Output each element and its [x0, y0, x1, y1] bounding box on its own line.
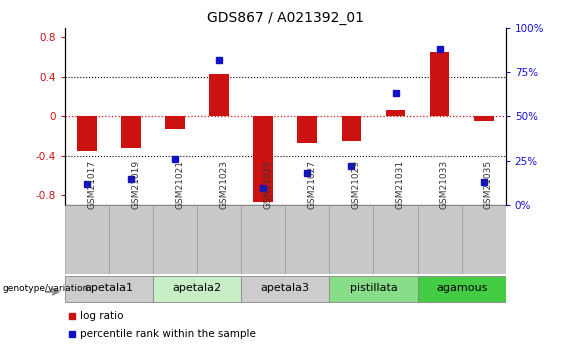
Bar	[165, 116, 185, 129]
Text: GSM21031: GSM21031	[396, 160, 405, 209]
Text: GSM21021: GSM21021	[175, 160, 184, 209]
Bar	[418, 205, 462, 274]
Text: GSM21019: GSM21019	[131, 160, 140, 209]
Bar	[197, 205, 241, 274]
Bar	[65, 276, 153, 302]
Bar	[153, 276, 241, 302]
Text: apetala3: apetala3	[261, 283, 310, 293]
Bar	[385, 109, 406, 116]
Bar	[209, 74, 229, 116]
Text: GSM21027: GSM21027	[307, 160, 316, 209]
Bar	[341, 116, 362, 141]
Bar	[65, 205, 109, 274]
Bar	[285, 205, 329, 274]
Bar	[153, 205, 197, 274]
Bar	[241, 205, 285, 274]
Text: GSM21035: GSM21035	[484, 160, 493, 209]
Bar	[429, 52, 450, 116]
Text: pistillata: pistillata	[350, 283, 397, 293]
Text: log ratio: log ratio	[80, 311, 124, 321]
Bar	[77, 116, 97, 151]
Bar	[241, 276, 329, 302]
Text: GSM21023: GSM21023	[219, 160, 228, 209]
Bar	[418, 276, 506, 302]
Text: apetala1: apetala1	[85, 283, 133, 293]
Text: GSM21029: GSM21029	[351, 160, 360, 209]
Text: GSM21033: GSM21033	[440, 160, 449, 209]
Text: apetala2: apetala2	[173, 283, 221, 293]
Bar	[253, 116, 273, 202]
Text: percentile rank within the sample: percentile rank within the sample	[80, 329, 257, 339]
Bar	[473, 116, 494, 121]
Bar	[462, 205, 506, 274]
Bar	[109, 205, 153, 274]
Bar	[373, 205, 418, 274]
Text: agamous: agamous	[436, 283, 487, 293]
Text: GSM21017: GSM21017	[87, 160, 96, 209]
Bar	[329, 205, 373, 274]
Bar	[329, 276, 418, 302]
Title: GDS867 / A021392_01: GDS867 / A021392_01	[207, 11, 364, 25]
Bar	[297, 116, 318, 143]
Text: genotype/variation: genotype/variation	[3, 284, 89, 294]
Bar	[121, 116, 141, 148]
Text: GSM21025: GSM21025	[263, 160, 272, 209]
